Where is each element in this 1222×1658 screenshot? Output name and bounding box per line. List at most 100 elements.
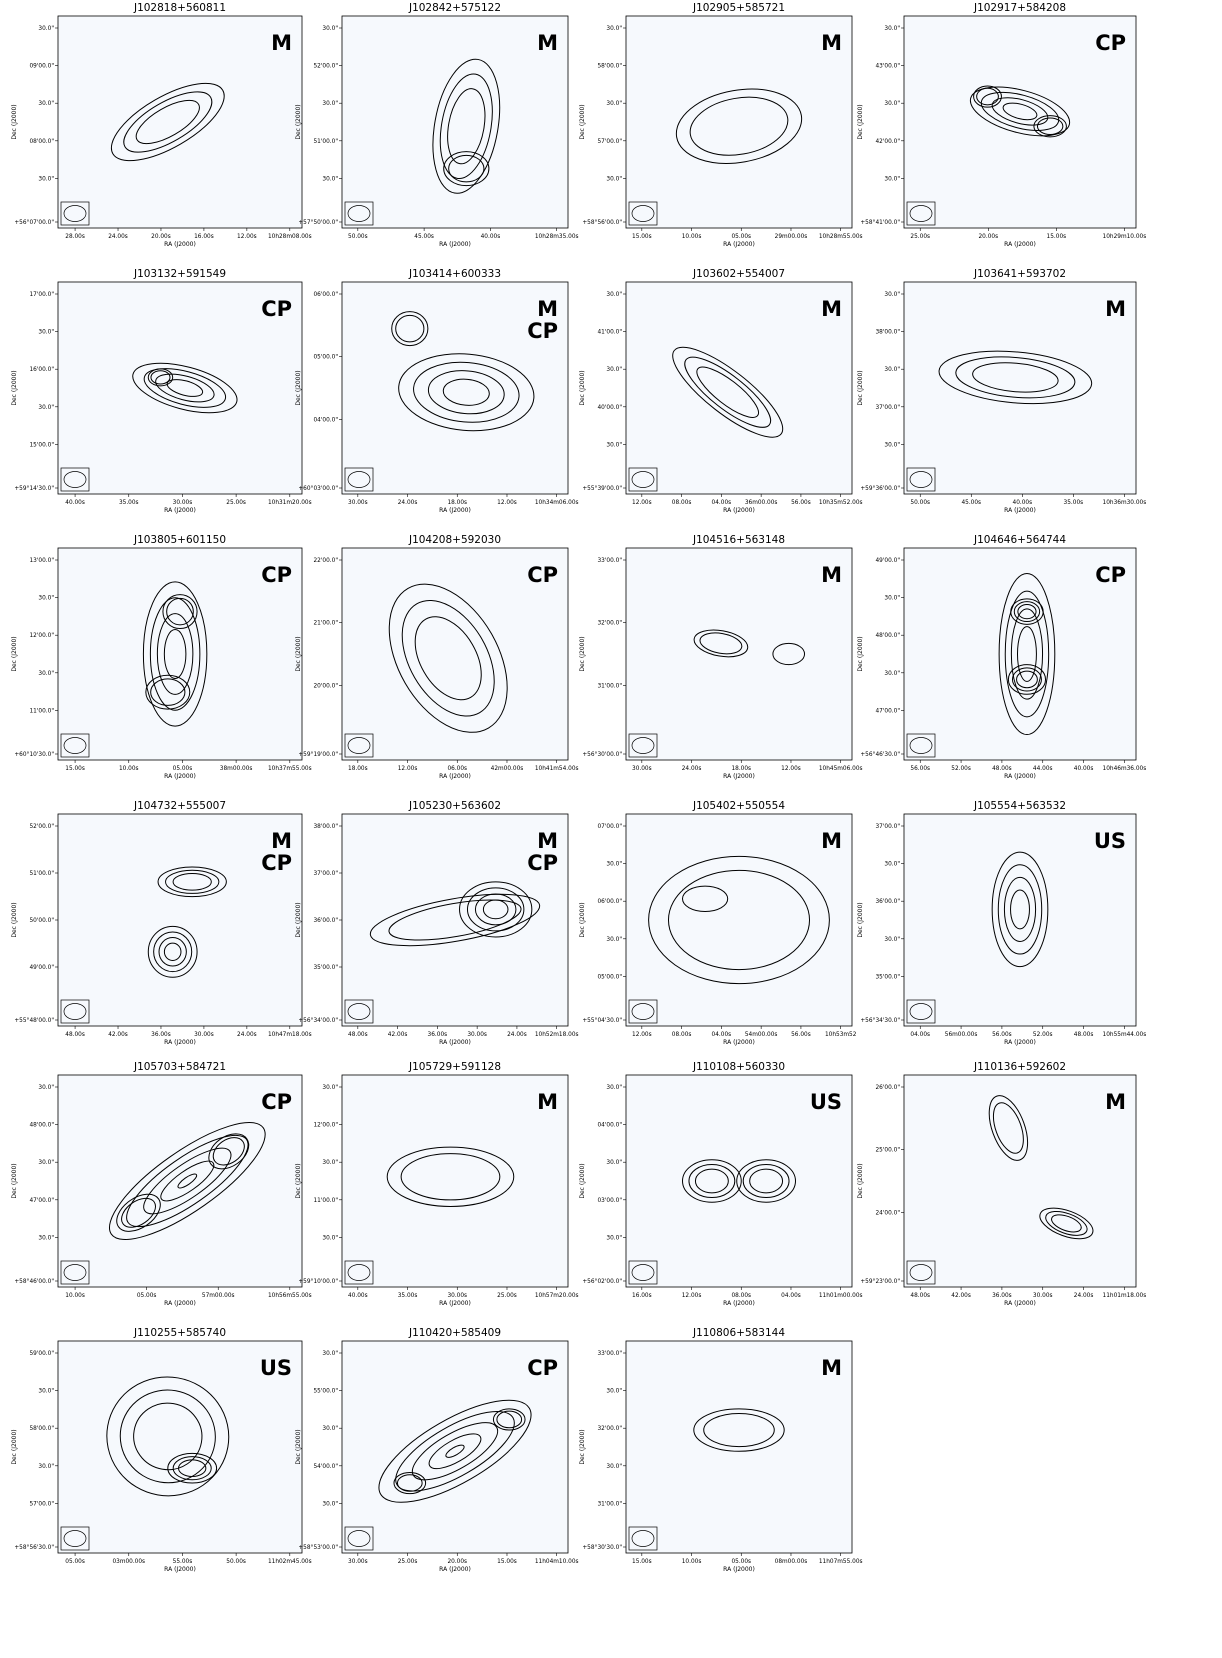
panel-title: J105230+563602 [408,800,501,812]
x-tick-label: 11h02m45.00s [268,1559,312,1565]
x-tick-label: 16.00s [194,234,214,240]
y-tick-label: 21'00.0" [313,621,338,627]
x-tick-label: 16.00s [632,1293,652,1299]
x-tick-label: 35.00s [398,1293,418,1299]
x-tick-label: 15.00s [497,1559,517,1565]
y-tick-label: 57'00.0" [597,139,622,145]
x-tick-label: 38m00.00s [220,766,253,772]
y-tick-label: 37'00.0" [875,405,900,411]
plot-area [342,16,568,228]
class-label: M [821,31,842,55]
x-tick-label: 10.00s [65,1293,85,1299]
plot-area [626,814,852,1026]
panel: J102905+585721M30.0"58'00.0"30.0"57'00.0… [579,2,863,248]
y-tick-label: 30.0" [606,442,622,448]
y-tick-label: 11'00.0" [313,1198,338,1204]
y-tick-label: +55°39'00.0" [582,486,622,492]
y-tick-label: 30.0" [606,292,622,298]
panel: J104646+564744CP49'00.0"30.0"48'00.0"30.… [857,534,1146,780]
x-tick-label: 30.00s [173,500,193,506]
y-axis-label: Dec (J2000) [295,1429,302,1464]
panel-title: J105729+591128 [408,1061,501,1073]
class-label: M [271,31,292,55]
panel-title: J103805+601150 [133,534,226,546]
y-tick-label: 30.0" [606,26,622,32]
y-tick-label: 22'00.0" [313,558,338,564]
y-axis-label: Dec (J2000) [857,104,864,139]
y-tick-label: 52'00.0" [29,824,54,830]
x-tick-label: 18.00s [447,500,467,506]
x-tick-label: 10h47m18.00s [268,1032,312,1038]
x-tick-label: 10h53m52 [825,1032,857,1038]
y-tick-label: 30.0" [884,442,900,448]
y-axis-label: Dec (J2000) [579,104,586,139]
y-tick-label: 30.0" [884,26,900,32]
y-tick-label: 30.0" [38,1464,54,1470]
x-tick-label: 10h36m30.00s [1103,500,1147,506]
x-tick-label: 50.00s [348,234,368,240]
y-tick-label: 30.0" [322,1085,338,1091]
x-tick-label: 15.00s [632,1559,652,1565]
y-axis-label: Dec (J2000) [295,636,302,671]
x-tick-label: 40.00s [481,234,501,240]
plot-area [58,16,302,228]
x-tick-label: 06.00s [447,766,467,772]
y-tick-label: 16'00.0" [29,367,54,373]
x-tick-label: 12.00s [632,1032,652,1038]
y-tick-label: 48'00.0" [29,1123,54,1129]
x-axis-label: RA (J2000) [439,1039,471,1046]
x-tick-label: 36.00s [151,1032,171,1038]
panel-title: J110136+592602 [973,1061,1066,1073]
y-tick-label: 30.0" [38,176,54,182]
x-tick-label: 12.00s [497,500,517,506]
y-tick-label: +59°23'00.0" [860,1279,900,1285]
x-tick-label: 10h37m55.00s [268,766,312,772]
x-tick-label: 56.00s [791,500,811,506]
x-tick-label: 11h07m55.00s [819,1559,863,1565]
x-tick-label: 42.00s [108,1032,128,1038]
class-label: M [821,563,842,587]
y-tick-label: 37'00.0" [875,824,900,830]
x-tick-label: 18.00s [348,766,368,772]
x-axis-label: RA (J2000) [1004,241,1036,248]
x-tick-label: 40.00s [1074,766,1094,772]
class-label: M [537,1090,558,1114]
x-axis-label: RA (J2000) [164,241,196,248]
y-tick-label: 36'00.0" [313,918,338,924]
x-tick-label: 08.00s [672,1032,692,1038]
y-tick-label: 24'00.0" [875,1210,900,1216]
x-axis-label: RA (J2000) [164,1300,196,1307]
panel-title: J103602+554007 [692,268,785,280]
x-tick-label: 36m00.00s [745,500,778,506]
x-tick-label: 24.00s [1074,1293,1094,1299]
x-axis-label: RA (J2000) [439,241,471,248]
x-tick-label: 05.00s [65,1559,85,1565]
class-label: CP [261,851,292,875]
y-tick-label: 32'00.0" [597,1426,622,1432]
y-tick-label: 52'00.0" [313,64,338,70]
x-tick-label: 10h55m44.00s [1103,1032,1147,1038]
y-tick-label: 05'00.0" [597,974,622,980]
x-tick-label: 10h45m06.00s [819,766,863,772]
y-tick-label: 47'00.0" [875,708,900,714]
x-axis-label: RA (J2000) [164,1039,196,1046]
y-tick-label: 30.0" [606,1085,622,1091]
y-tick-label: 30.0" [606,101,622,107]
y-tick-label: 35'00.0" [313,965,338,971]
x-tick-label: 30.00s [1033,1293,1053,1299]
x-axis-label: RA (J2000) [439,1300,471,1307]
x-tick-label: 24.00s [237,1032,257,1038]
y-tick-label: 06'00.0" [313,292,338,298]
x-tick-label: 08.00s [672,500,692,506]
y-tick-label: 30.0" [884,292,900,298]
x-tick-label: 10h57m20.00s [535,1293,579,1299]
y-tick-label: +58°56'00.0" [582,220,622,226]
x-tick-label: 44.00s [1033,766,1053,772]
y-axis-label: Dec (J2000) [11,104,18,139]
class-label: CP [261,1090,292,1114]
y-tick-label: 04'00.0" [597,1123,622,1129]
y-tick-label: +59°10'00.0" [298,1279,338,1285]
x-tick-label: 50.00s [226,1559,246,1565]
y-tick-label: +60°03'00.0" [298,486,338,492]
y-axis-label: Dec (J2000) [295,370,302,405]
